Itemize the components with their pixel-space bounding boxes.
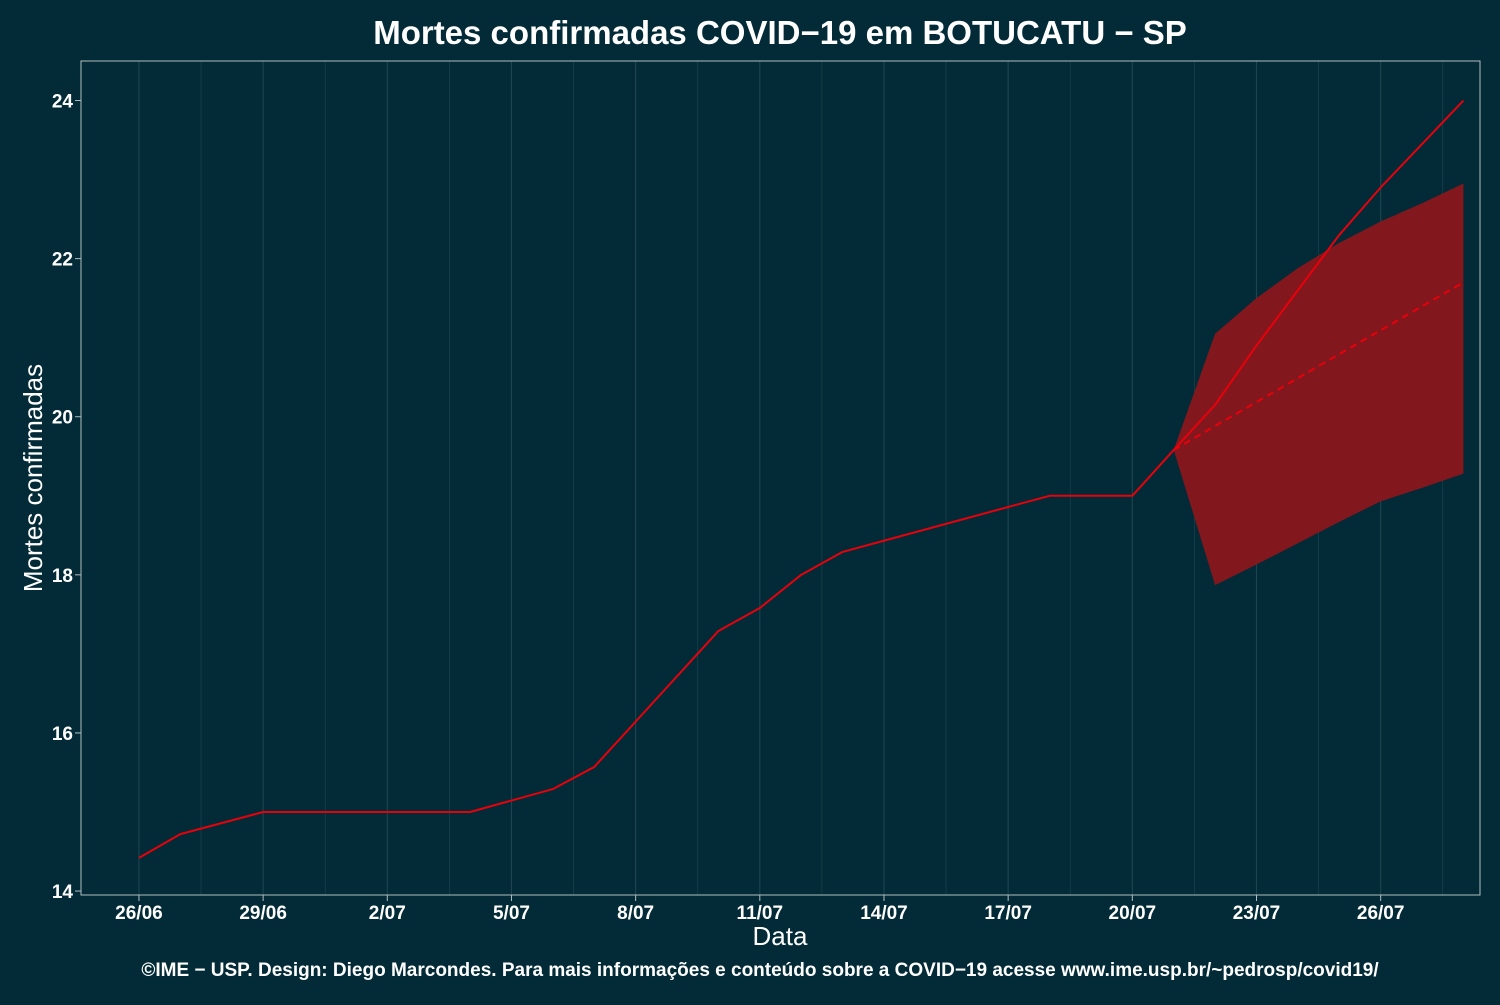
chart-title: Mortes confirmadas COVID−19 em BOTUCATU …: [373, 14, 1187, 51]
x-tick-label: 26/06: [115, 903, 163, 924]
x-tick-label: 8/07: [617, 903, 654, 924]
x-tick-label: 26/07: [1357, 903, 1405, 924]
deaths-line: [138, 99, 1465, 859]
x-tick-label: 17/07: [984, 903, 1032, 924]
x-tick-label: 23/07: [1233, 903, 1281, 924]
y-tick-label: 16: [52, 724, 73, 745]
x-axis-title: Data: [753, 921, 808, 951]
prediction-band-layer: [1173, 183, 1464, 586]
x-tick-label: 11/07: [737, 903, 784, 924]
x-tick-label: 14/07: [860, 903, 908, 924]
y-axis-title: Mortes confirmadas: [18, 364, 48, 592]
prediction-band: [1173, 183, 1464, 586]
series-layer: [138, 99, 1465, 859]
forecast-line: [1173, 281, 1464, 451]
y-tick-label: 24: [52, 92, 74, 113]
y-tick-label: 18: [52, 566, 73, 587]
y-axis: 14 16 18 20 22 24: [52, 92, 81, 903]
x-tick-label: 20/07: [1109, 903, 1157, 924]
y-tick-label: 20: [52, 408, 73, 429]
x-axis: 26/06 29/06 2/07 5/07 8/07 11/07 14/07 17/07 20/…: [115, 895, 1404, 924]
x-tick-label: 2/07: [369, 903, 406, 924]
y-tick-label: 22: [52, 250, 73, 271]
plot-frame: [80, 60, 1481, 896]
x-tick-label: 5/07: [493, 903, 530, 924]
x-tick-label: 29/06: [239, 903, 287, 924]
y-tick-label: 14: [52, 882, 74, 903]
chart-caption: ©IME − USP. Design: Diego Marcondes. Par…: [141, 960, 1379, 981]
